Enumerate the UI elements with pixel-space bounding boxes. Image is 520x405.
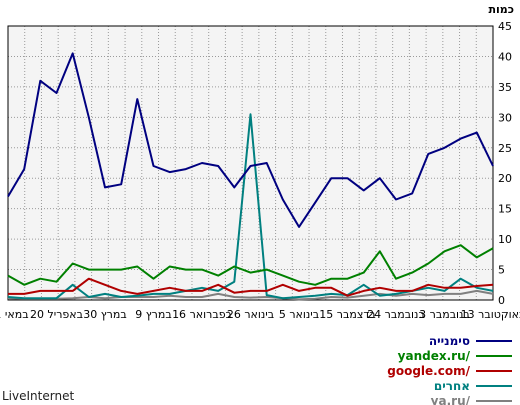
x-tick-label: 16 בפברואר: [172, 308, 232, 321]
y-tick-label: 0: [498, 294, 505, 307]
y-tick-label: 15: [498, 203, 512, 216]
brand-label: LiveInternet: [2, 389, 74, 403]
x-tick-label: 5 בינואר: [279, 308, 319, 321]
x-tick-label: 15 בדצמבר: [319, 308, 375, 321]
series-line: [7, 244, 494, 286]
series-layer: [7, 52, 494, 301]
x-tick-label: 26 בינואר: [227, 308, 274, 321]
y-tick-label: 45: [498, 20, 512, 33]
y-axis-label: כמות: [489, 3, 514, 16]
x-tick-label: 13 באוקטובר: [461, 308, 520, 321]
series-line: [7, 52, 494, 228]
axes: 0 5 10 15 20 25 30 35 40 45 13 באוקטובר3 בנובמבר24…: [0, 20, 520, 321]
x-tick-label: 9 במרץ: [135, 308, 171, 321]
plot-area: [8, 26, 493, 300]
y-tick-label: 20: [498, 172, 512, 185]
x-tick-label: 11 במאי: [0, 308, 29, 321]
legend-label: אחרים: [434, 379, 470, 393]
series-line: [8, 277, 494, 297]
y-tick-label: 25: [498, 142, 512, 155]
legend-label: סימנייה: [429, 334, 470, 348]
x-tick-label: 24 בנובמבר: [367, 308, 425, 321]
legend-label: ya.ru/: [431, 394, 471, 405]
y-tick-label: 30: [498, 111, 512, 124]
plot-border: [7, 25, 494, 301]
x-tick-label: 30 במרץ: [83, 308, 126, 321]
legend-label: yandex.ru/: [398, 349, 471, 363]
grid: [7, 25, 494, 301]
y-tick-label: 10: [498, 233, 512, 246]
x-tick-label: 3 בנובמבר: [419, 308, 470, 321]
x-tick-label: 20 באפריל: [30, 308, 83, 321]
y-tick-label: 40: [498, 50, 512, 63]
legend-label: google.com/: [387, 364, 470, 378]
y-tick-label: 5: [498, 264, 505, 277]
y-tick-label: 35: [498, 81, 512, 94]
